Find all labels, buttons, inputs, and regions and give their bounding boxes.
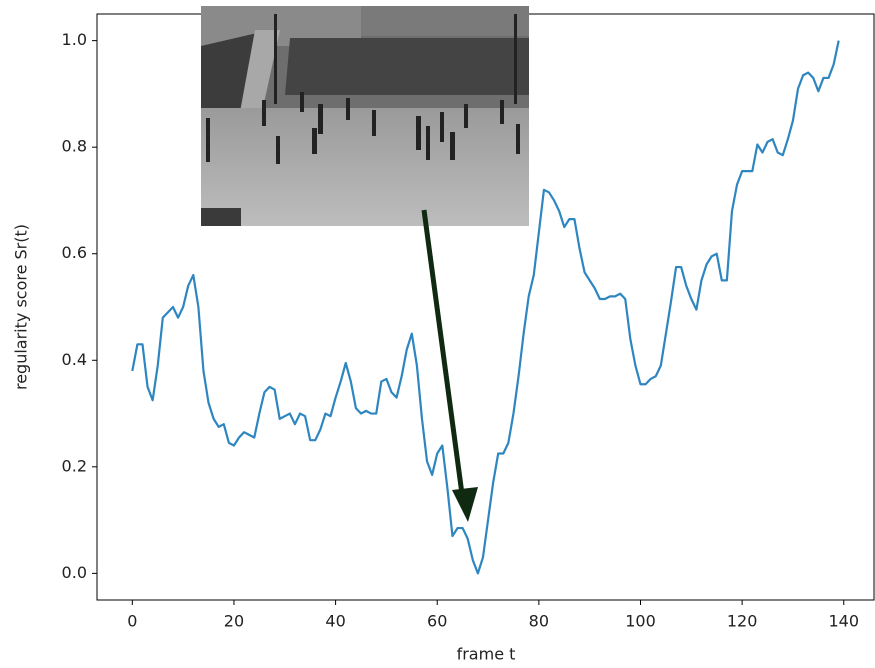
x-axis-label: frame t bbox=[457, 645, 516, 664]
y-tick-label: 0.4 bbox=[62, 350, 87, 369]
x-tick-label: 100 bbox=[625, 612, 656, 631]
x-tick-label: 0 bbox=[127, 612, 137, 631]
y-tick-label: 0.8 bbox=[62, 137, 87, 156]
data-line bbox=[131, 40, 840, 575]
x-tick-label: 140 bbox=[828, 612, 859, 631]
x-tick-label: 60 bbox=[427, 612, 447, 631]
y-tick-label: 1.0 bbox=[62, 30, 87, 49]
annotation-arrow bbox=[421, 209, 478, 522]
x-tick-label: 80 bbox=[529, 612, 549, 631]
inset-photo bbox=[201, 6, 529, 226]
x-tick-label: 20 bbox=[224, 612, 244, 631]
y-axis-label: regularity score Sr(t) bbox=[12, 224, 31, 390]
y-tick-label: 0.2 bbox=[62, 456, 87, 475]
x-tick-label: 40 bbox=[325, 612, 345, 631]
x-tick-label: 120 bbox=[727, 612, 758, 631]
y-tick-label: 0.6 bbox=[62, 243, 87, 262]
y-tick-label: 0.0 bbox=[62, 563, 87, 582]
